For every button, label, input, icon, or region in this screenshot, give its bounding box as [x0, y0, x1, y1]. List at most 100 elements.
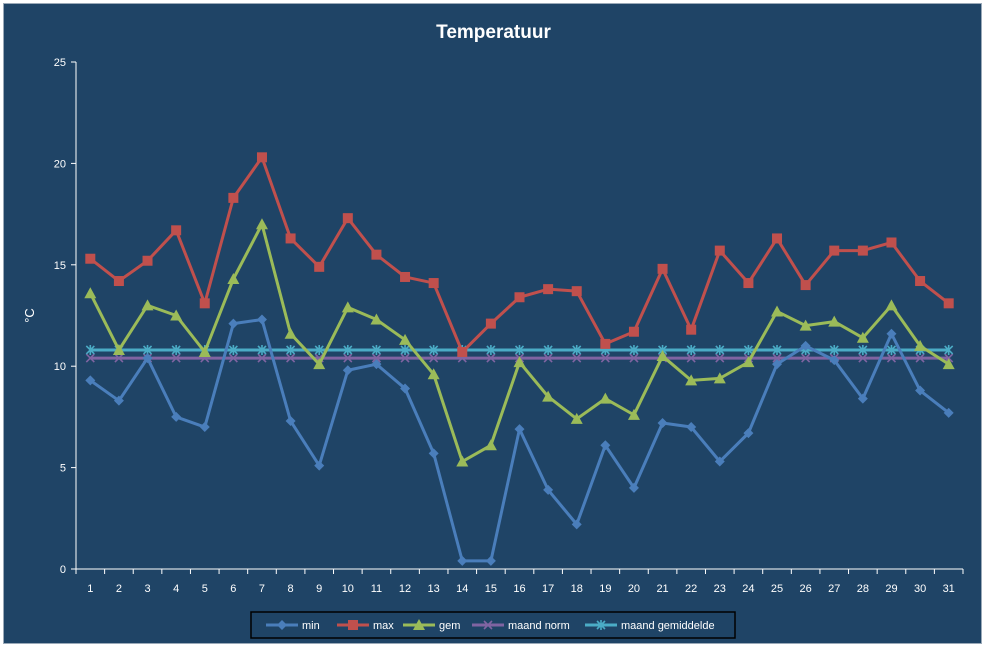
- x-tick-label: 1: [87, 583, 93, 595]
- data-point-gem: [427, 368, 440, 380]
- data-point-maand-norm: [228, 353, 238, 363]
- data-point-gem: [399, 333, 412, 345]
- x-tick-label: 10: [342, 583, 354, 595]
- x-tick-label: 16: [513, 583, 525, 595]
- data-point-gem: [685, 374, 698, 386]
- data-point-max: [714, 245, 725, 256]
- data-point-min: [228, 318, 239, 329]
- data-point-min: [113, 395, 124, 406]
- x-tick-label: 23: [714, 583, 726, 595]
- data-point-max: [915, 276, 926, 287]
- data-point-min: [285, 415, 296, 426]
- data-point-min: [485, 555, 496, 566]
- x-tick-label: 5: [202, 583, 208, 595]
- data-point-max: [85, 253, 96, 264]
- data-point-max: [285, 233, 296, 244]
- data-point-maand-gemiddelde: [858, 344, 868, 355]
- data-point-min: [457, 555, 468, 566]
- data-point-maand-norm: [886, 353, 897, 363]
- x-tick-label: 26: [800, 583, 812, 595]
- data-point-maand-gemiddelde: [886, 344, 897, 355]
- data-point-max: [371, 249, 382, 260]
- data-point-max: [657, 263, 668, 274]
- data-point-maand-gemiddelde: [286, 344, 296, 355]
- x-tick-label: 18: [571, 583, 583, 595]
- data-point-max: [314, 261, 325, 272]
- data-point-min: [543, 484, 554, 495]
- data-point-maand-norm: [600, 353, 610, 363]
- x-tick-label: 19: [599, 583, 611, 595]
- data-point-max: [886, 237, 897, 248]
- x-tick-label: 13: [428, 583, 440, 595]
- data-point-max: [342, 213, 353, 224]
- x-tick-label: 30: [914, 583, 926, 595]
- data-point-maand-gemiddelde: [514, 344, 525, 355]
- data-point-maand-gemiddelde: [314, 344, 324, 355]
- data-point-max: [228, 192, 239, 203]
- data-point-maand-gemiddelde: [371, 344, 382, 355]
- data-point-maand-gemiddelde: [85, 344, 95, 355]
- data-point-gem: [828, 315, 841, 327]
- data-point-max: [600, 338, 611, 349]
- chart-frame: Temperatuur 0 5 10 15 20 25 1 2 3 4 5 6 7 8 9 10 11 12 13 1…: [3, 3, 982, 644]
- data-point-maand-norm: [915, 353, 925, 363]
- x-tick-label: 12: [399, 583, 411, 595]
- data-point-gem: [713, 372, 726, 384]
- data-point-gem: [112, 343, 125, 355]
- data-point-gem: [227, 272, 240, 284]
- data-point-min: [743, 428, 754, 439]
- data-point-min: [857, 393, 868, 404]
- data-point-gem: [456, 455, 469, 467]
- legend-label-gem: gem: [439, 620, 460, 632]
- legend-label-maand-norm: maand norm: [508, 620, 570, 632]
- x-tick-label: 24: [742, 583, 754, 595]
- data-point-max: [400, 271, 411, 282]
- data-point-max: [743, 278, 754, 289]
- x-tick-label: 17: [542, 583, 554, 595]
- data-point-min: [256, 314, 267, 325]
- legend-label-maand-gemiddelde: maand gemiddelde: [621, 620, 715, 632]
- y-tick-label: 5: [60, 463, 66, 475]
- x-tick-label: 22: [685, 583, 697, 595]
- data-point-gem: [341, 301, 354, 313]
- data-point-maand-norm: [629, 353, 639, 363]
- x-tick-label: 29: [885, 583, 897, 595]
- y-tick-label: 20: [54, 158, 66, 170]
- data-point-gem: [742, 356, 755, 368]
- data-point-min: [314, 460, 325, 471]
- data-point-maand-gemiddelde: [343, 344, 353, 355]
- y-tick-label: 15: [54, 260, 66, 272]
- data-point-min: [142, 353, 153, 364]
- data-point-maand-gemiddelde: [400, 344, 410, 355]
- data-point-maand-gemiddelde: [715, 344, 725, 355]
- data-point-max: [428, 278, 439, 289]
- data-point-min: [772, 359, 783, 370]
- data-point-gem: [170, 309, 183, 321]
- legend-marker-maand-norm: [483, 620, 493, 630]
- data-point-gem: [313, 358, 326, 370]
- data-point-gem: [771, 305, 784, 317]
- data-point-maand-norm: [572, 353, 582, 363]
- data-point-maand-norm: [371, 353, 382, 363]
- x-tick-label: 27: [828, 583, 840, 595]
- data-point-maand-norm: [801, 353, 811, 363]
- legend: min max gem maand norm maand gemiddelde: [250, 611, 736, 639]
- data-point-maand-gemiddelde: [429, 344, 439, 355]
- data-point-max: [772, 233, 783, 244]
- data-point-gem: [885, 299, 898, 311]
- legend-marker-max: [348, 620, 358, 630]
- x-tick-label: 2: [116, 583, 122, 595]
- data-point-min: [371, 359, 382, 370]
- data-point-max: [142, 255, 153, 266]
- legend-marker-gem: [413, 619, 425, 630]
- data-point-min: [657, 417, 668, 428]
- data-point-maand-gemiddelde: [543, 344, 553, 355]
- data-point-min: [943, 407, 954, 418]
- data-point-maand-gemiddelde: [743, 344, 753, 355]
- data-point-gem: [284, 327, 297, 339]
- x-tick-label: 6: [230, 583, 236, 595]
- data-point-maand-norm: [486, 353, 496, 363]
- x-tick-label: 3: [144, 583, 150, 595]
- data-point-max: [800, 280, 811, 291]
